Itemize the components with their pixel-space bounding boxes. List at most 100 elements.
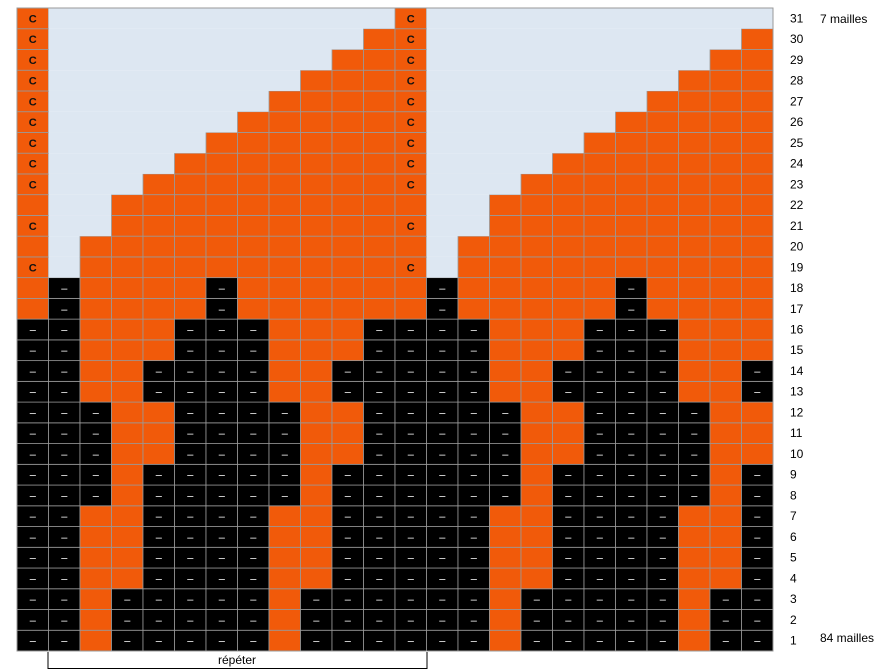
chart-cell	[426, 194, 458, 216]
chart-cell	[174, 277, 207, 299]
purl-symbol: –	[597, 490, 604, 502]
chart-cell	[142, 173, 175, 196]
chart-cell	[268, 152, 301, 175]
purl-symbol: –	[439, 553, 446, 565]
chart-cell	[331, 49, 364, 71]
chart-cell	[489, 526, 522, 548]
purl-symbol: –	[660, 387, 667, 399]
chart-cell	[678, 152, 711, 175]
chart-cell	[489, 256, 522, 279]
purl-symbol: –	[187, 387, 194, 399]
chart-cell	[709, 360, 742, 382]
contrast-symbol: C	[407, 117, 415, 129]
chart-cell	[142, 297, 175, 320]
chart-cell	[268, 297, 301, 320]
purl-symbol: –	[439, 407, 446, 419]
purl-symbol: –	[30, 407, 37, 419]
chart-cell	[48, 173, 80, 195]
purl-symbol: –	[156, 636, 163, 648]
chart-cell	[237, 173, 270, 196]
chart-cell	[16, 235, 49, 258]
chart-cell	[678, 339, 711, 362]
purl-symbol: –	[250, 325, 257, 337]
chart-cell	[678, 609, 711, 631]
chart-cell	[79, 629, 112, 652]
chart-cell	[615, 49, 647, 71]
purl-symbol: –	[502, 449, 509, 461]
purl-symbol: –	[187, 407, 194, 419]
purl-symbol: –	[408, 573, 415, 585]
chart-cell	[709, 339, 742, 362]
chart-cell	[331, 194, 364, 216]
chart-cell	[268, 256, 301, 279]
chart-cell	[458, 173, 490, 195]
chart-cell	[80, 132, 112, 154]
chart-cell	[111, 49, 143, 71]
chart-cell	[174, 256, 207, 279]
purl-symbol: –	[565, 366, 572, 378]
purl-symbol: –	[187, 511, 194, 523]
chart-cell	[269, 8, 301, 29]
chart-cell	[646, 297, 679, 320]
chart-cell	[174, 90, 206, 112]
purl-symbol: –	[30, 594, 37, 606]
chart-cell	[80, 173, 112, 195]
chart-cell	[709, 69, 742, 92]
chart-cell	[678, 546, 711, 569]
chart-cell	[79, 256, 112, 279]
chart-cell	[394, 194, 427, 216]
purl-symbol: –	[30, 532, 37, 544]
purl-symbol: –	[628, 511, 635, 523]
chart-cell	[331, 235, 364, 258]
purl-symbol: –	[61, 511, 68, 523]
chart-cell	[268, 588, 301, 610]
purl-symbol: –	[502, 407, 509, 419]
chart-cell	[520, 505, 553, 527]
chart-cell	[678, 588, 711, 610]
chart-cell	[79, 339, 112, 362]
purl-symbol: –	[313, 594, 320, 606]
chart-cell	[521, 70, 553, 91]
chart-cell	[174, 297, 207, 320]
purl-symbol: –	[439, 387, 446, 399]
chart-cell	[520, 360, 553, 382]
chart-cell	[111, 505, 144, 527]
chart-cell	[48, 194, 80, 216]
chart-cell	[615, 132, 648, 154]
chart-cell	[300, 256, 333, 279]
chart-cell	[300, 90, 333, 113]
chart-grid: – – – – – – – – – – – – – – – – – – – – – – – – – – – – – – – – – – – – – – – –…	[16, 7, 774, 652]
purl-symbol: –	[250, 511, 257, 523]
chart-cell	[174, 70, 206, 91]
purl-symbol: –	[376, 490, 383, 502]
chart-cell	[331, 90, 364, 113]
chart-cell	[205, 152, 238, 175]
chart-cell	[458, 153, 490, 174]
chart-cell	[615, 215, 648, 237]
chart-cell	[489, 380, 522, 403]
chart-cell	[646, 173, 679, 196]
chart-cell	[331, 256, 364, 279]
chart-cell	[678, 132, 711, 154]
chart-cell	[458, 111, 490, 133]
chart-cell	[521, 132, 553, 154]
purl-symbol: –	[376, 449, 383, 461]
purl-symbol: –	[219, 594, 226, 606]
purl-symbol: –	[754, 470, 761, 482]
chart-cell	[268, 380, 301, 403]
purl-symbol: –	[345, 366, 352, 378]
chart-cell	[268, 609, 301, 631]
purl-symbol: –	[439, 573, 446, 585]
chart-cell	[111, 546, 144, 569]
purl-symbol: –	[628, 553, 635, 565]
chart-cell	[552, 90, 584, 112]
chart-cell	[709, 546, 742, 569]
chart-cell	[741, 215, 774, 237]
chart-cell	[142, 277, 175, 299]
purl-symbol: –	[408, 532, 415, 544]
chart-cell	[268, 132, 301, 154]
purl-symbol: –	[61, 366, 68, 378]
chart-cell	[363, 256, 396, 279]
purl-symbol: –	[439, 470, 446, 482]
purl-symbol: –	[597, 573, 604, 585]
